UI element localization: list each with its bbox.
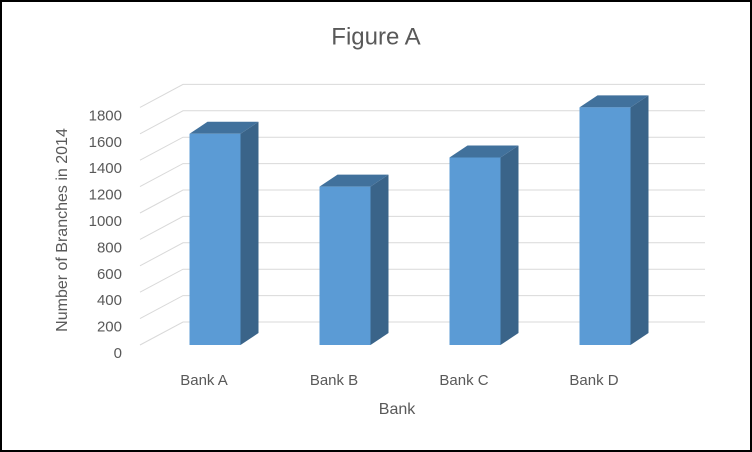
y-tick-label: 1200: [89, 187, 122, 204]
bar-top: [449, 145, 519, 158]
bar-front: [319, 186, 371, 345]
bar-side: [630, 95, 649, 346]
bar-front: [449, 157, 501, 345]
x-tick-label: Bank B: [310, 372, 358, 389]
x-tick-label: Bank D: [569, 372, 618, 389]
bar-side: [240, 121, 259, 345]
x-axis-title: Bank: [379, 401, 416, 418]
y-tick-label: 800: [97, 239, 122, 256]
bar-front: [189, 133, 241, 345]
x-tick-label: Bank A: [180, 372, 228, 389]
bar: [189, 121, 259, 345]
bar-top: [319, 174, 389, 187]
x-tick-label: Bank C: [439, 372, 488, 389]
bar: [579, 95, 649, 346]
grid-line: [139, 83, 705, 108]
bar-side: [500, 145, 519, 345]
grid-line: [139, 110, 705, 135]
grid-line: [139, 268, 705, 293]
grid-line: [139, 189, 705, 214]
grid-line: [139, 295, 705, 320]
bar-side: [370, 174, 389, 345]
bar: [449, 145, 519, 345]
y-tick-label: 0: [114, 345, 122, 362]
grid-line: [139, 163, 705, 188]
y-tick-label: 1800: [89, 107, 122, 124]
y-tick-label: 400: [97, 292, 122, 309]
grid-line: [139, 136, 705, 161]
y-tick-label: 1000: [89, 213, 122, 230]
y-tick-label: 1400: [89, 160, 122, 177]
grid-line: [139, 321, 705, 346]
bar-top: [189, 121, 259, 134]
bar-top: [579, 95, 649, 108]
y-axis-title: Number of Branches in 2014: [54, 128, 71, 332]
chart-title: Figure A: [331, 23, 420, 50]
y-tick-label: 600: [97, 266, 122, 283]
bar-front: [579, 107, 631, 346]
grid-line: [139, 215, 705, 240]
y-tick-label: 200: [97, 319, 122, 336]
grid-line: [139, 242, 705, 267]
y-tick-label: 1600: [89, 134, 122, 151]
bar: [319, 174, 389, 345]
